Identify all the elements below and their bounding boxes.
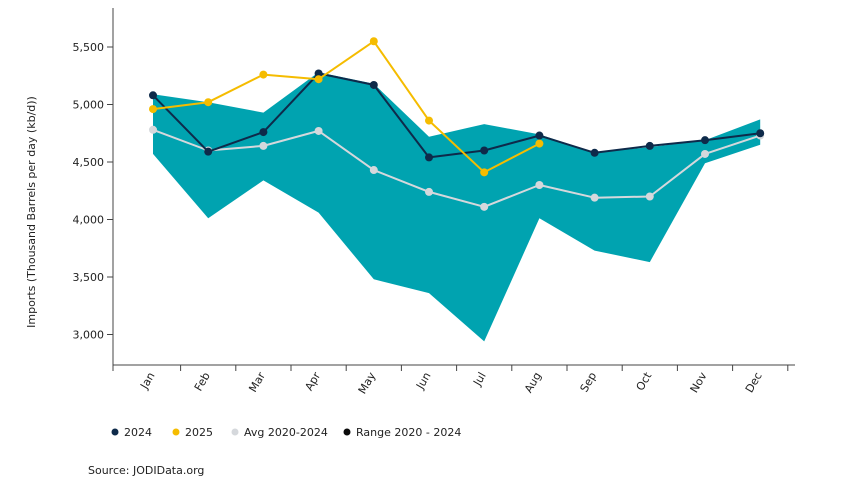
- legend-label: 2025: [185, 426, 213, 439]
- data-point: [480, 202, 489, 211]
- x-tick-label: Mar: [246, 370, 268, 395]
- x-tick-label: Jul: [470, 370, 488, 389]
- data-point: [314, 75, 323, 84]
- source-note: Source: JODIData.org: [88, 464, 204, 477]
- x-tick-label: Aug: [522, 370, 544, 395]
- data-point: [701, 136, 709, 145]
- y-tick-label: 5,500: [73, 41, 105, 54]
- legend-label: Avg 2020-2024: [244, 426, 328, 439]
- data-point: [259, 141, 268, 150]
- x-tick-label: Jan: [137, 370, 157, 392]
- data-point: [204, 98, 213, 107]
- series-line-2025: [152, 40, 540, 174]
- data-point: [590, 193, 599, 202]
- data-point: [480, 146, 489, 155]
- legend-marker: [231, 428, 239, 436]
- data-point: [149, 91, 157, 100]
- y-tick-label: 3,500: [73, 271, 105, 284]
- legend: 2024 2025 Avg 2020-2024 Range 2020 - 2024: [111, 426, 461, 439]
- data-point: [204, 147, 213, 156]
- range-band: [153, 72, 761, 342]
- x-tick-label: Jun: [413, 370, 433, 392]
- data-point: [535, 139, 544, 148]
- x-tick-label: Apr: [302, 370, 323, 393]
- data-point: [369, 166, 378, 175]
- data-point: [645, 192, 654, 201]
- data-point: [425, 153, 433, 162]
- data-point: [756, 129, 765, 138]
- data-point: [369, 80, 378, 89]
- data-point: [535, 181, 544, 189]
- x-tick-label: Dec: [743, 370, 765, 395]
- data-point: [314, 69, 323, 78]
- legend-label: Range 2020 - 2024: [356, 426, 461, 439]
- x-tick-label: Sep: [578, 370, 600, 394]
- y-axis-title: Imports (Thousand Barrels per day (kb/d)…: [25, 96, 38, 328]
- x-tick-label: Nov: [688, 370, 710, 396]
- data-point: [590, 148, 599, 157]
- x-tick-label: May: [356, 370, 379, 397]
- legend-marker: [111, 428, 119, 436]
- data-point: [369, 37, 378, 46]
- data-point: [314, 126, 323, 135]
- data-point: [259, 70, 268, 79]
- data-point: [480, 168, 489, 177]
- data-point: [259, 128, 268, 137]
- data-point: [701, 149, 709, 158]
- series-line-avg-2020-2024: [152, 128, 761, 208]
- axes-group: [112, 8, 795, 366]
- y-tick-label: 4,500: [73, 156, 105, 169]
- legend-marker: [343, 428, 351, 436]
- data-point: [425, 116, 433, 125]
- x-tick-label: Oct: [634, 369, 655, 393]
- y-tick-label: 3,000: [73, 329, 105, 342]
- data-point: [149, 125, 157, 134]
- y-tick-label: 4,000: [73, 214, 105, 227]
- data-point: [535, 131, 544, 140]
- data-point: [425, 187, 433, 196]
- y-tick-label: 5,000: [73, 99, 105, 112]
- x-ticks-group: Jan Feb Mar Apr May Jun Jul Aug Sep Oct Nov Dec: [112, 365, 789, 397]
- x-tick-label: Feb: [192, 370, 213, 393]
- legend-marker: [172, 428, 180, 436]
- legend-label: 2024: [124, 426, 152, 439]
- y-ticks-group: 3,000 3,500 4,000 4,500 5,000 5,500: [73, 41, 113, 342]
- data-point: [645, 141, 654, 150]
- data-point: [149, 105, 157, 114]
- range-area-group: [153, 72, 761, 342]
- series-line-2024: [152, 72, 761, 159]
- series-group: [149, 37, 765, 211]
